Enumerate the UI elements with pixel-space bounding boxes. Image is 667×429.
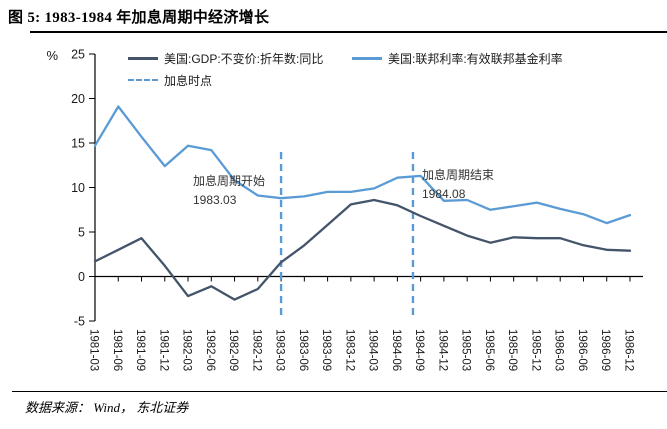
annotation-hike-end-label: 加息周期结束 (422, 168, 495, 182)
x-tick-label: 1985-09 (506, 329, 518, 371)
x-tick-label: 1984-12 (436, 329, 448, 371)
x-tick-label: 1981-12 (157, 329, 169, 371)
x-tick-label: 1986-12 (622, 329, 634, 371)
x-tick-label: 1981-06 (111, 329, 123, 371)
legend-item-gdp: 美国:GDP:不变价:折年数:同比 (128, 50, 323, 66)
footer-divider (12, 391, 667, 392)
y-tick-label: 5 (78, 226, 85, 240)
x-tick-label: 1982-06 (204, 329, 216, 371)
annotation-hike-end-date: 1984.08 (422, 187, 466, 202)
legend-label-fedfunds: 美国:联邦利率:有效联邦基金利率 (388, 51, 563, 66)
x-tick-label: 1982-09 (227, 329, 239, 371)
annotation-hike-start-label: 加息周期开始 (193, 174, 266, 188)
fedfunds-line-swatch-icon (352, 56, 382, 60)
x-tick-label: 1982-03 (181, 329, 193, 371)
x-tick-label: 1983-09 (320, 329, 332, 371)
dashed-line-swatch-icon (128, 79, 158, 81)
x-tick-label: 1986-09 (599, 329, 611, 371)
legend-item-hike-marker: 加息时点 (128, 72, 212, 88)
x-tick-label: 1986-03 (553, 329, 565, 371)
y-tick-label: 10 (71, 181, 85, 195)
x-tick-label: 1981-03 (88, 329, 100, 371)
y-tick-label: 25 (71, 48, 85, 62)
x-tick-label: 1983-03 (274, 329, 286, 371)
title-divider (30, 31, 667, 33)
line-chart: 25 20 15 10 5 0 -5% 1981-03 1981-06 1981-09 1981-1… (46, 48, 643, 371)
annotation-hike-end: 加息周期结束 1984.08 (422, 166, 494, 204)
annotation-hike-start-date: 1983.03 (193, 193, 237, 208)
y-tick-label: 15 (71, 137, 85, 151)
x-tick-label: 1985-06 (483, 329, 495, 371)
x-tick-label: 1984-03 (367, 329, 379, 371)
data-source-note: 数据来源： Wind， 东北证券 (25, 400, 189, 415)
x-tick-label: 1986-06 (576, 329, 588, 371)
y-tick-label: 20 (71, 92, 85, 106)
legend-label-hike-marker: 加息时点 (164, 73, 213, 88)
x-tick-label: 1981-09 (134, 329, 146, 371)
gdp-line-swatch-icon (128, 56, 158, 60)
x-tick-label: 1982-12 (250, 329, 262, 371)
x-tick-label: 1985-12 (529, 329, 541, 371)
x-tick-label: 1983-12 (343, 329, 355, 371)
gdp-series-line (93, 198, 632, 301)
fedfunds-series-line (93, 105, 632, 225)
legend-label-gdp: 美国:GDP:不变价:折年数:同比 (164, 51, 324, 66)
x-tick-label: 1985-03 (460, 329, 472, 371)
legend-item-fedfunds: 美国:联邦利率:有效联邦基金利率 (352, 50, 563, 66)
y-tick-label: -5 (74, 315, 85, 329)
x-tick-label: 1983-06 (297, 329, 309, 371)
x-tick-label: 1984-09 (413, 329, 425, 371)
y-axis-unit-label: % (46, 48, 58, 63)
x-tick-label: 1984-06 (390, 329, 402, 371)
annotation-hike-start: 加息周期开始 1983.03 (193, 172, 265, 210)
y-tick-label: 0 (78, 270, 85, 284)
figure-title: 图 5: 1983-1984 年加息周期中经济增长 (8, 10, 270, 26)
